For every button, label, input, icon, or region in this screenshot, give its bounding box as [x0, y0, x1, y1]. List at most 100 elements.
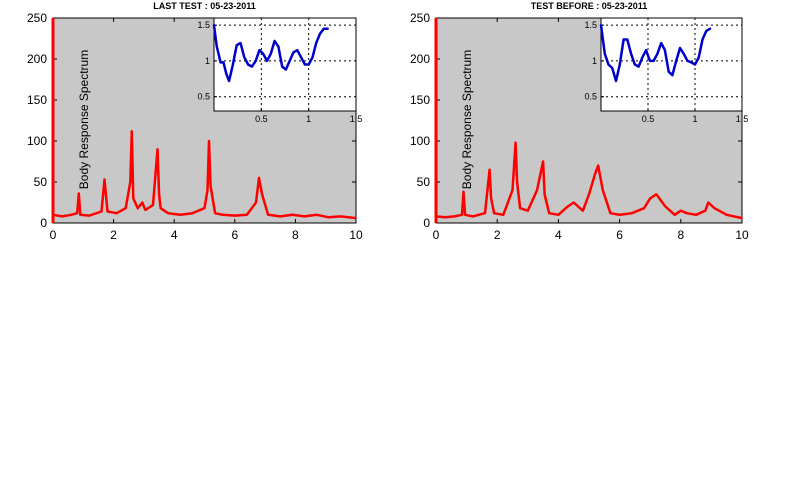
data-point	[258, 177, 260, 179]
data-point	[514, 141, 517, 144]
inset-data-point	[247, 63, 249, 66]
data-point	[303, 215, 306, 218]
data-point	[511, 189, 514, 191]
data-point	[490, 197, 492, 200]
y-tick-label: 50	[417, 175, 431, 189]
inset-data-point	[243, 56, 246, 59]
data-point	[206, 189, 209, 191]
inset-data-point	[304, 63, 306, 66]
inset-data-point	[652, 60, 655, 62]
data-point	[594, 173, 596, 175]
data-point	[444, 216, 447, 219]
data-point	[707, 201, 710, 204]
inset-data-point	[225, 73, 228, 75]
data-point	[203, 207, 206, 209]
data-point	[158, 193, 160, 196]
inset-data-point	[615, 80, 617, 82]
y-tick-label: 250	[27, 11, 47, 25]
inset-chart: 0.5 1 1.5 0.5 1 1.5	[197, 17, 363, 124]
data-point	[246, 214, 248, 216]
x-tick-label: 2	[110, 228, 117, 242]
inset-data-point	[604, 53, 606, 55]
inset-data-point	[709, 27, 711, 30]
data-point	[103, 178, 106, 181]
data-point	[453, 215, 456, 218]
data-point	[609, 212, 612, 214]
inset-data-point	[634, 63, 636, 66]
x-tick-label: 0	[433, 228, 440, 242]
data-point	[686, 212, 688, 214]
inset-data-point	[262, 53, 265, 55]
x-tick-label: 10	[735, 228, 749, 242]
inset-data-point	[292, 51, 295, 54]
inset-data-point	[679, 47, 681, 49]
inset-x-tick-label: 0.5	[642, 114, 655, 124]
inset-data-point	[222, 61, 225, 64]
inset-data-point	[319, 32, 321, 35]
inset-data-point	[323, 27, 325, 30]
inset-data-point	[311, 56, 314, 59]
inset-data-point	[690, 61, 692, 64]
data-point	[631, 212, 633, 214]
inset-data-point	[285, 68, 287, 71]
inset-data-point	[219, 61, 222, 64]
data-point	[88, 214, 91, 217]
data-point	[548, 212, 550, 214]
data-point	[340, 215, 342, 218]
inset-data-point	[619, 63, 621, 66]
data-point	[516, 181, 518, 183]
x-tick-label: 6	[616, 228, 623, 242]
data-point	[649, 197, 651, 200]
inset-data-point	[270, 53, 272, 55]
data-point	[618, 214, 621, 216]
inset-data-point	[664, 49, 666, 51]
data-point	[131, 130, 133, 132]
data-point	[493, 212, 495, 214]
chart-title: LAST TEST : 05-23-2011	[153, 1, 256, 11]
y-tick-label: 100	[410, 134, 430, 148]
data-point	[267, 214, 269, 216]
data-point	[209, 185, 212, 187]
data-point	[519, 207, 521, 209]
data-point	[315, 214, 318, 216]
data-point	[462, 191, 465, 193]
x-tick-label: 0	[50, 228, 57, 242]
data-point	[488, 168, 491, 171]
inset-data-point	[600, 24, 602, 27]
inset-data-point	[611, 67, 614, 69]
data-point	[464, 214, 466, 216]
data-point	[741, 217, 743, 219]
y-tick-label: 200	[410, 52, 430, 66]
inset-y-tick-label: 0.5	[197, 92, 210, 102]
inset-data-point	[656, 53, 659, 55]
x-tick-label: 8	[677, 228, 684, 242]
data-point	[137, 207, 139, 209]
data-point	[141, 201, 144, 204]
chart-title: TEST BEFORE : 05-23-2011	[531, 1, 648, 11]
inset-data-point	[296, 49, 299, 51]
data-point	[61, 215, 63, 218]
inset-data-point	[216, 45, 218, 48]
inset-data-point	[694, 63, 696, 66]
data-point	[484, 212, 486, 214]
inset-y-tick-label: 1	[592, 56, 597, 66]
inset-data-point	[273, 40, 276, 42]
data-point	[291, 214, 294, 216]
y-tick-label: 0	[423, 216, 430, 230]
inset-data-point	[686, 60, 689, 62]
data-point	[191, 212, 194, 214]
inset-data-point	[705, 30, 708, 32]
data-point	[132, 197, 135, 200]
data-point	[471, 215, 474, 218]
data-point	[572, 201, 575, 204]
inset-data-point	[645, 49, 647, 51]
data-point	[602, 189, 604, 191]
data-point	[704, 209, 707, 212]
inset-x-tick-label: 1.5	[350, 114, 363, 124]
data-point	[502, 214, 505, 216]
inset-data-point	[254, 60, 257, 62]
data-point	[725, 214, 728, 216]
y-axis-label: Body Response Spectrum	[77, 50, 91, 189]
inset-data-point	[277, 45, 280, 48]
data-point	[557, 214, 560, 216]
